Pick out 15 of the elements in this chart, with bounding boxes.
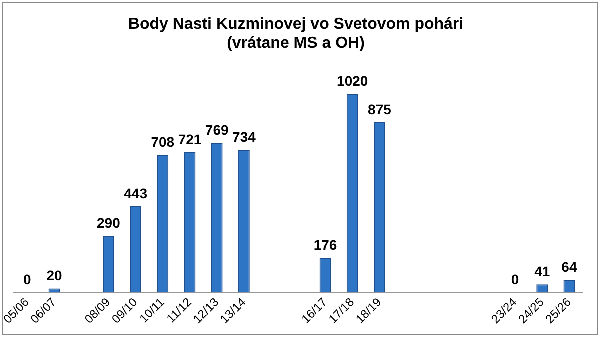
- data-label: 734: [232, 128, 256, 145]
- data-label: 708: [151, 134, 175, 150]
- data-label: 769: [205, 122, 229, 138]
- data-label: 0: [511, 271, 520, 288]
- data-label: 875: [368, 101, 392, 118]
- data-label: 443: [124, 185, 148, 202]
- data-label: 41: [534, 263, 550, 280]
- data-label: 290: [97, 215, 121, 232]
- data-label: 176: [314, 237, 338, 254]
- chart-title: Body Nasti Kuzminovej vo Svetovom pohári (vrátane MS a OH): [128, 16, 464, 52]
- data-label: 20: [46, 268, 62, 284]
- data-label: 1020: [337, 73, 368, 90]
- data-label: 64: [562, 259, 578, 276]
- data-label: 721: [178, 131, 202, 148]
- data-label: 0: [23, 271, 32, 288]
